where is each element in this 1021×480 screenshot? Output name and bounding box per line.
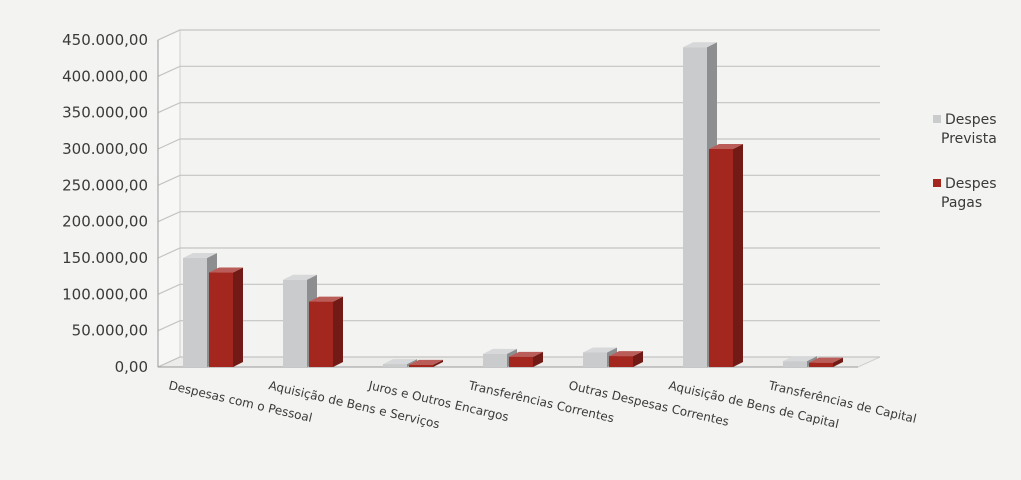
bar [209,267,243,367]
bar-top [809,357,843,363]
bar-front [383,364,407,367]
x-tick-label: Aquisição de Bens e Serviços [267,378,441,431]
y-tick-label: 0,00 [115,358,148,376]
gridline [157,174,880,186]
bar-top [783,356,817,362]
bar-front [609,356,633,367]
legend-label: Pagas [941,195,982,211]
bar [809,357,843,367]
legend-label: Prevista [941,131,997,147]
bar-side [333,296,343,367]
bar-front [509,356,533,367]
bar-side [633,351,643,367]
y-tick-label: 100.000,00 [62,285,148,303]
gridline [157,283,880,295]
bar-top [409,359,443,365]
bar-front [483,353,507,367]
x-tick-label: Aquisição de Bens de Capital [667,378,840,431]
bar-front [783,361,807,367]
y-tick-label: 150.000,00 [62,249,148,267]
bar-top [209,267,243,273]
bar-top [309,296,343,302]
bar-front [309,301,333,367]
bar-top [583,347,617,353]
bar [409,359,443,367]
y-tick-label: 300.000,00 [62,140,148,158]
bar-top [283,274,317,280]
legend: Despes Prevista Despes Pagas [933,112,997,211]
bar-front [683,47,707,368]
bar-side [233,267,243,367]
gridline [157,29,880,41]
bar-top [509,351,543,357]
gridline [157,138,880,150]
bar-side [533,351,543,367]
bar-side [733,144,743,367]
bar-front [183,258,207,367]
y-tick-label: 450.000,00 [62,31,148,49]
bars [183,42,843,368]
bar-top [183,253,217,258]
gridline [157,356,880,368]
y-axis-ticks: 0,00 50.000,00 100.000,00 150.000,00 200.000… [62,31,148,376]
chart-grid [157,29,881,368]
bar [609,351,643,367]
gridline [157,247,880,259]
y-tick-label: 200.000,00 [62,213,148,231]
bar-side [833,357,843,367]
bar [309,296,343,367]
y-tick-label: 250.000,00 [62,176,148,194]
legend-label: Despes [945,176,996,192]
gridline [157,65,880,77]
bar-top [609,351,643,357]
bar-front [709,149,733,367]
bar-top [709,144,743,149]
legend-label: Despes [945,112,996,128]
bar-top [483,348,517,354]
y-tick-label: 50.000,00 [72,322,148,340]
bar-top [683,42,717,48]
bar-front [209,272,233,367]
bar-front [809,362,833,367]
legend-swatch [933,179,941,187]
y-tick-label: 400.000,00 [62,67,148,85]
y-tick-label: 350.000,00 [62,104,148,122]
bar-side [433,359,443,367]
bar-top [383,359,417,365]
legend-swatch [933,115,941,123]
bar-front [583,352,607,367]
bar-front [409,364,433,367]
gridline [157,211,880,223]
bar-front [283,279,307,367]
bar [509,351,543,367]
bar [709,144,743,367]
gridline [157,320,880,332]
gridline [157,102,880,114]
side-wall [157,29,181,368]
